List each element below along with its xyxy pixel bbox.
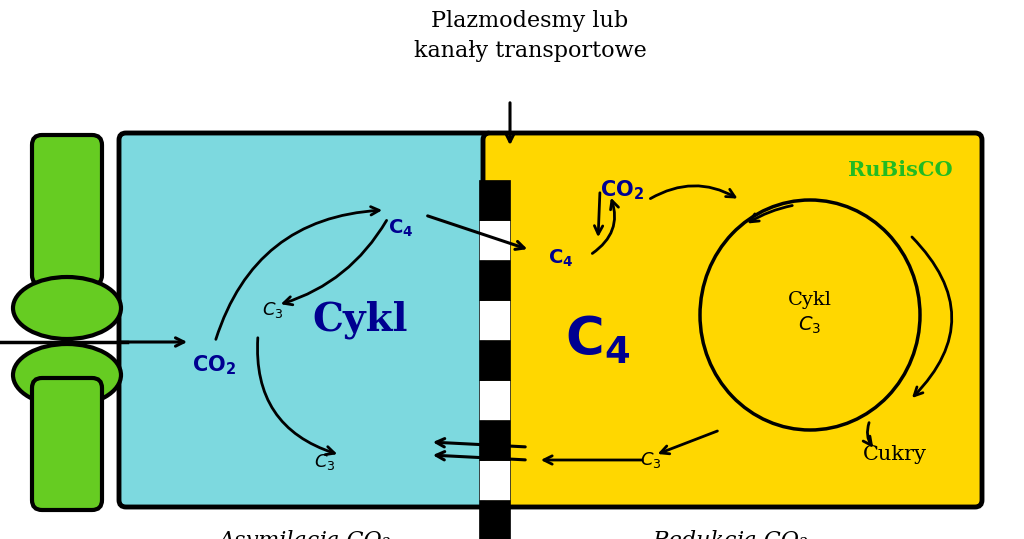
Ellipse shape <box>13 344 121 406</box>
Bar <box>479 340 510 380</box>
Text: Asymilacja CO₂: Asymilacja CO₂ <box>219 530 391 539</box>
Bar <box>479 500 510 539</box>
Bar <box>479 420 510 460</box>
Text: $\mathbf{CO_2}$: $\mathbf{CO_2}$ <box>600 178 644 202</box>
Text: $C_3$: $C_3$ <box>262 300 284 320</box>
Bar <box>479 220 510 260</box>
Text: $C_3$: $C_3$ <box>799 314 821 336</box>
Text: $C_3$: $C_3$ <box>640 450 662 470</box>
Text: Plazmodesmy lub
kanały transportowe: Plazmodesmy lub kanały transportowe <box>414 10 646 63</box>
FancyBboxPatch shape <box>32 135 102 285</box>
Text: Cykl: Cykl <box>312 301 408 339</box>
Text: Redukcja CO₂: Redukcja CO₂ <box>652 530 808 539</box>
Text: $\mathbf{C_4}$: $\mathbf{C_4}$ <box>548 247 573 268</box>
Text: Cykl: Cykl <box>788 291 831 309</box>
Text: Cukry: Cukry <box>863 446 927 465</box>
Text: $\mathbf{CO_2}$: $\mathbf{CO_2}$ <box>193 353 237 377</box>
FancyBboxPatch shape <box>32 378 102 510</box>
FancyBboxPatch shape <box>119 133 494 507</box>
Bar <box>479 180 510 220</box>
Bar <box>479 380 510 420</box>
Bar <box>479 260 510 300</box>
Ellipse shape <box>13 277 121 339</box>
Text: $\mathbf{C_4}$: $\mathbf{C_4}$ <box>565 314 631 367</box>
Text: RuBisCO: RuBisCO <box>848 160 952 180</box>
Text: $\mathbf{C_4}$: $\mathbf{C_4}$ <box>388 217 414 239</box>
Ellipse shape <box>700 200 920 430</box>
Bar <box>479 460 510 500</box>
Bar <box>479 300 510 340</box>
Text: $C_3$: $C_3$ <box>314 452 336 472</box>
FancyBboxPatch shape <box>483 133 982 507</box>
